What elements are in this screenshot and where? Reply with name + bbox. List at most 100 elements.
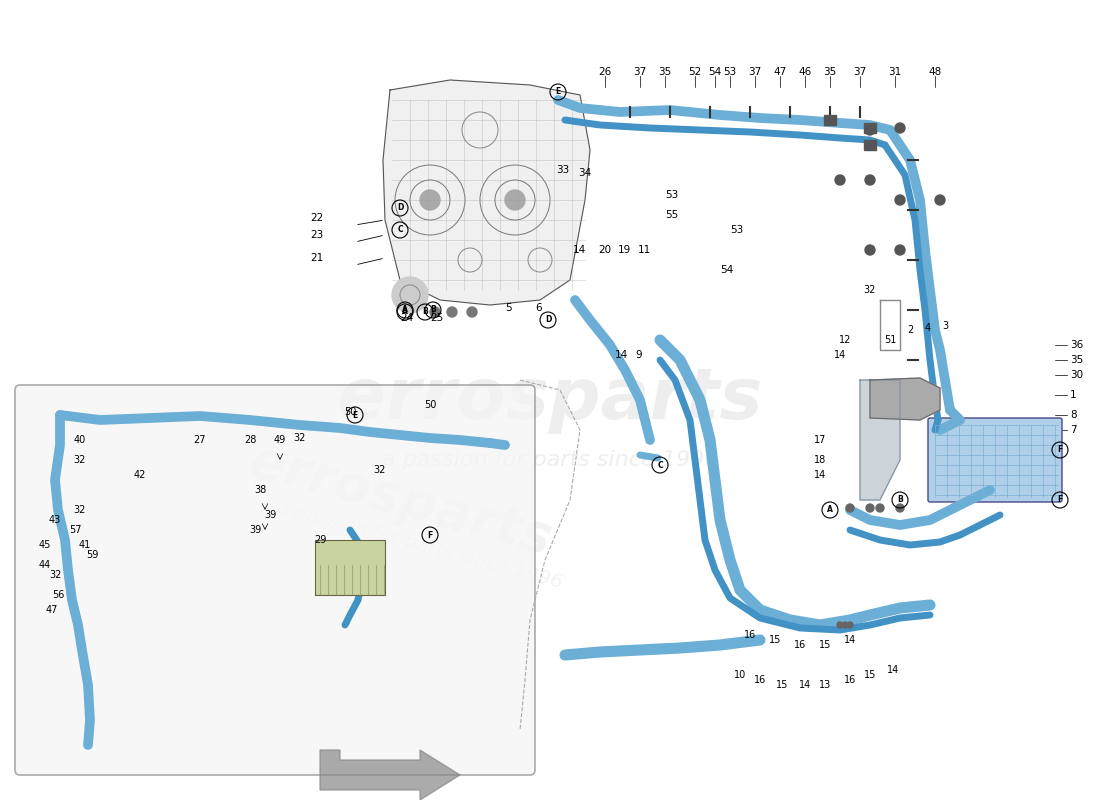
Circle shape (447, 307, 456, 317)
Text: 20: 20 (598, 245, 612, 255)
Text: 45: 45 (39, 540, 52, 550)
Text: 19: 19 (618, 245, 631, 255)
Circle shape (505, 190, 525, 210)
Text: a passion for parts since 1996: a passion for parts since 1996 (382, 450, 718, 470)
Bar (864, 140, 876, 150)
Text: A: A (827, 506, 833, 514)
Text: 55: 55 (666, 210, 679, 220)
FancyBboxPatch shape (15, 385, 535, 775)
Text: 40: 40 (74, 435, 86, 445)
Circle shape (895, 123, 905, 133)
Text: 13: 13 (818, 680, 832, 690)
Text: 11: 11 (638, 245, 651, 255)
Text: 37: 37 (854, 67, 867, 77)
Text: F: F (428, 530, 432, 539)
Circle shape (837, 622, 843, 628)
Text: 16: 16 (744, 630, 756, 640)
Bar (824, 115, 836, 125)
Bar (864, 123, 876, 133)
Text: 47: 47 (46, 605, 58, 615)
Text: 8: 8 (1070, 410, 1077, 420)
Text: 14: 14 (887, 665, 899, 675)
Text: 18: 18 (814, 455, 826, 465)
Text: 44: 44 (39, 560, 51, 570)
Text: 53: 53 (724, 67, 737, 77)
Text: 35: 35 (659, 67, 672, 77)
Text: B: B (898, 495, 903, 505)
Circle shape (865, 175, 874, 185)
Text: 54: 54 (720, 265, 734, 275)
Text: 30: 30 (1070, 370, 1084, 380)
Text: 15: 15 (864, 670, 877, 680)
Text: A: A (403, 307, 408, 317)
Text: 32: 32 (864, 285, 877, 295)
Text: 15: 15 (776, 680, 789, 690)
Text: 5: 5 (505, 303, 512, 313)
Text: 17: 17 (814, 435, 826, 445)
Text: 9: 9 (635, 350, 641, 360)
Text: a passion for parts since 1996: a passion for parts since 1996 (275, 498, 564, 592)
Circle shape (876, 504, 884, 512)
Text: 7: 7 (1070, 425, 1077, 435)
Circle shape (866, 504, 874, 512)
Text: 32: 32 (74, 455, 86, 465)
Text: 32: 32 (48, 570, 62, 580)
Text: B: B (422, 307, 428, 317)
Text: 14: 14 (573, 245, 586, 255)
Circle shape (430, 307, 440, 317)
Text: E: E (556, 87, 561, 97)
Circle shape (835, 175, 845, 185)
Text: 14: 14 (814, 470, 826, 480)
Text: D: D (397, 203, 404, 213)
Text: 4: 4 (925, 323, 931, 333)
Text: 39: 39 (249, 525, 261, 535)
Circle shape (895, 195, 905, 205)
Text: 35: 35 (824, 67, 837, 77)
Text: 27: 27 (194, 435, 207, 445)
Text: 14: 14 (844, 635, 856, 645)
Text: 14: 14 (834, 350, 846, 360)
Text: errosparts: errosparts (337, 366, 763, 434)
Text: B: B (430, 306, 436, 314)
Text: 15: 15 (769, 635, 781, 645)
Circle shape (847, 622, 852, 628)
Text: 3: 3 (942, 321, 948, 331)
Text: C: C (397, 226, 403, 234)
Circle shape (865, 245, 874, 255)
Circle shape (895, 245, 905, 255)
Text: 53: 53 (730, 225, 744, 235)
Text: 16: 16 (754, 675, 766, 685)
Text: 37: 37 (748, 67, 761, 77)
Circle shape (865, 125, 874, 135)
Polygon shape (860, 380, 900, 500)
Text: 15: 15 (818, 640, 832, 650)
Circle shape (935, 195, 945, 205)
Text: 57: 57 (68, 525, 81, 535)
Text: 21: 21 (310, 253, 323, 263)
Text: 10: 10 (734, 670, 746, 680)
Text: 47: 47 (773, 67, 786, 77)
Text: D: D (544, 315, 551, 325)
Text: 36: 36 (1070, 340, 1084, 350)
Text: 14: 14 (799, 680, 811, 690)
Text: 23: 23 (310, 230, 323, 240)
Circle shape (392, 277, 428, 313)
Text: 22: 22 (310, 213, 323, 223)
Text: 37: 37 (634, 67, 647, 77)
Text: 50: 50 (424, 400, 437, 410)
Text: 29: 29 (314, 535, 327, 545)
Circle shape (846, 504, 854, 512)
Text: 31: 31 (889, 67, 902, 77)
Text: 54: 54 (708, 67, 722, 77)
Circle shape (896, 504, 904, 512)
Text: 6: 6 (535, 303, 541, 313)
Text: C: C (657, 461, 663, 470)
Text: 24: 24 (400, 313, 414, 323)
FancyBboxPatch shape (928, 418, 1062, 502)
Polygon shape (320, 750, 460, 800)
Text: 35: 35 (1070, 355, 1084, 365)
Text: 50: 50 (344, 407, 356, 417)
Circle shape (420, 190, 440, 210)
Polygon shape (870, 378, 940, 420)
Text: 1: 1 (1070, 390, 1077, 400)
